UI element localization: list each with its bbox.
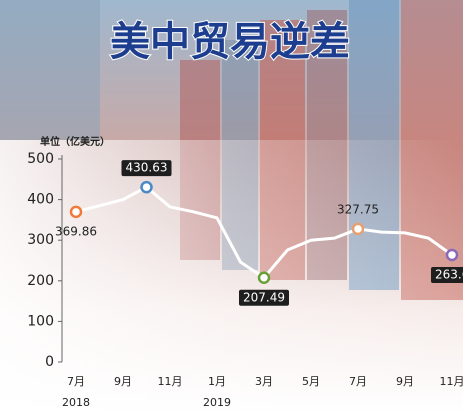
x-tick-label: 7月 — [349, 375, 367, 388]
x-tick-label: 3月 — [255, 375, 273, 388]
x-tick-label: 5月 — [302, 375, 320, 388]
label-box — [239, 289, 289, 306]
y-tick-label: 100 — [27, 313, 54, 329]
x-tick-label: 11月 — [158, 375, 183, 388]
y-tick-label: 200 — [27, 273, 54, 289]
marker — [140, 180, 153, 194]
y-tick-label: 300 — [27, 232, 54, 248]
x-tick-label: 11月 — [440, 375, 463, 388]
y-axis-label: 单位（亿美元） — [40, 135, 110, 148]
marker — [351, 222, 365, 236]
y-tick-label: 400 — [27, 192, 54, 208]
x-tick-label: 7月 — [67, 375, 85, 388]
label-box — [431, 266, 463, 283]
data-label: 369.86 — [55, 224, 97, 238]
fade — [0, 140, 463, 414]
data-label: 207.49 — [243, 290, 285, 304]
y-tick-label: 0 — [45, 354, 54, 370]
chart-title: 美中贸易逆差 — [110, 19, 350, 65]
x-tick-label: 1月 — [208, 375, 226, 388]
label-box — [121, 160, 172, 177]
data-label: 430.63 — [126, 161, 168, 175]
year-label: 2019 — [203, 396, 231, 409]
marker — [257, 271, 271, 285]
marker — [445, 248, 459, 262]
data-label: 263.66 — [435, 267, 463, 281]
x-tick-label: 9月 — [114, 375, 132, 388]
x-tick-label: 9月 — [396, 375, 414, 388]
data-label: 327.75 — [337, 202, 379, 216]
y-tick-label: 500 — [27, 151, 54, 167]
marker — [69, 205, 83, 219]
year-label: 2018 — [62, 396, 90, 409]
